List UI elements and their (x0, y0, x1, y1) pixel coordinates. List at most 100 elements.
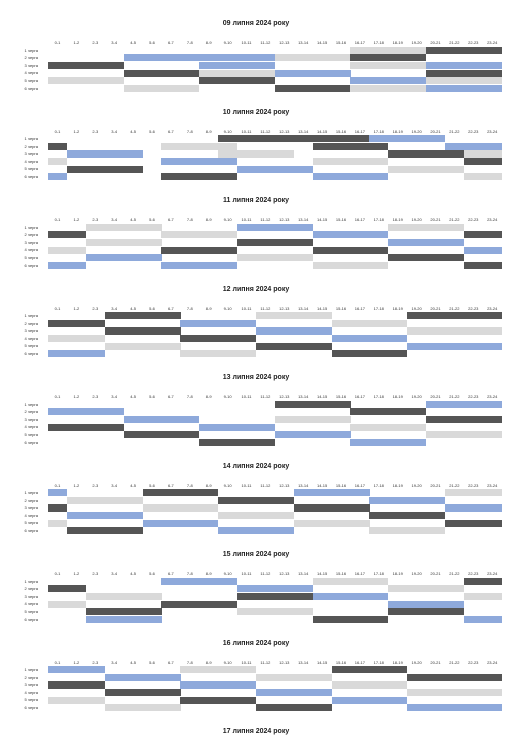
outage-cell-dark (444, 519, 465, 527)
outage-cell-light-grey (350, 46, 370, 54)
queue-label: 4 черга (24, 247, 38, 253)
outage-cell-light-grey (48, 335, 68, 343)
outage-cell-dark (388, 350, 408, 358)
outage-cell-dark (255, 496, 276, 504)
hour-label: 9-10 (223, 659, 232, 665)
queue-label: 5 черга (24, 431, 38, 437)
outage-cell-dark (66, 423, 87, 431)
hour-label: 2-3 (92, 305, 99, 311)
outage-cell-light-grey (274, 254, 294, 262)
outage-cell-blue (104, 512, 124, 520)
hour-label: 18-19 (392, 571, 403, 576)
outage-cell-light-grey (274, 150, 294, 158)
hour-label: 8-9 (205, 482, 212, 488)
hour-label: 12-13 (279, 40, 290, 45)
outage-cell-blue (274, 431, 294, 439)
hour-label: 8-9 (205, 305, 212, 311)
outage-cell-light-grey (482, 150, 502, 158)
outage-cell-light-grey (463, 689, 483, 697)
outage-cell-dark (104, 423, 124, 431)
hour-label: 13-14 (298, 394, 309, 399)
hour-label: 19-20 (411, 659, 422, 665)
outage-cell-dark (123, 431, 143, 439)
outage-cell-blue (218, 319, 238, 327)
outage-cell-blue (123, 673, 143, 681)
outage-cell-light-grey (388, 84, 408, 92)
queue-label: 6 черга (24, 439, 38, 445)
outage-cell-light-grey (312, 519, 332, 527)
outage-cell-dark (444, 254, 465, 262)
hour-label: 14-15 (316, 305, 328, 311)
hour-label: 20-21 (430, 40, 441, 45)
hour-label: 6-7 (168, 394, 174, 399)
outage-cell-dark (237, 696, 257, 704)
hour-label: 0-1 (54, 217, 61, 222)
outage-cell-blue (123, 150, 143, 158)
hour-label: 12-13 (279, 128, 290, 134)
outage-cell-light-grey (426, 527, 446, 535)
outage-cell-light-grey (48, 158, 68, 166)
outage-cell-dark (444, 312, 465, 320)
outage-cell-light-grey (350, 61, 370, 70)
outage-cell-blue (388, 438, 408, 446)
outage-cell-blue (123, 615, 143, 623)
outage-cell-dark (293, 504, 313, 512)
queue-label: 5 черга (24, 608, 38, 614)
outage-cell-blue (369, 77, 389, 85)
outage-cell-blue (274, 223, 294, 231)
outage-cell-dark (123, 312, 143, 320)
hour-label: 6-7 (168, 571, 174, 576)
outage-cell-blue (350, 77, 370, 85)
hour-label: 3-4 (111, 305, 118, 311)
queue-label: 3 черга (24, 151, 38, 157)
outage-cell-blue (293, 327, 313, 335)
hour-label: 22-23 (468, 394, 479, 399)
outage-cell-blue (407, 238, 427, 247)
outage-cell-light-grey (426, 77, 446, 85)
hour-label: 21-22 (449, 217, 460, 222)
outage-cell-light-grey (350, 158, 370, 166)
outage-cell-light-grey (444, 223, 465, 231)
outage-cell-blue (463, 400, 483, 408)
outage-cell-dark (426, 150, 446, 158)
outage-cell-light-grey (407, 223, 427, 231)
outage-cell-light-grey (161, 142, 181, 150)
outage-cell-dark (180, 69, 200, 77)
hour-label: 16-17 (354, 394, 365, 399)
outage-cell-blue (482, 504, 502, 512)
hour-label: 4-5 (130, 128, 136, 134)
outage-cell-blue (48, 489, 68, 497)
outage-cell-light-grey (180, 504, 200, 512)
hour-label: 15-16 (335, 128, 347, 134)
outage-cell-light-grey (444, 689, 465, 697)
outage-cell-blue (482, 246, 502, 254)
outage-cell-blue (255, 223, 276, 231)
outage-cell-blue (407, 496, 427, 504)
hour-label: 8-9 (205, 217, 212, 222)
outage-cell-light-grey (66, 246, 87, 254)
outage-cell-dark (444, 673, 465, 681)
queue-label: 1 черга (24, 136, 38, 141)
hour-label: 9-10 (223, 394, 232, 399)
outage-cell-blue (237, 585, 257, 593)
hour-label: 12-13 (279, 305, 290, 311)
outage-cell-dark (463, 673, 483, 681)
hour-label: 10-11 (241, 659, 252, 665)
outage-cell-blue (274, 585, 294, 593)
outage-cell-blue (237, 54, 257, 62)
outage-cell-light-grey (48, 600, 68, 608)
outage-cell-light-grey (293, 415, 313, 424)
outage-cell-dark (388, 150, 408, 158)
outage-cell-light-grey (104, 223, 124, 231)
outage-cell-light-grey (388, 423, 408, 431)
outage-cell-dark (199, 335, 219, 343)
outage-cell-dark (293, 704, 313, 712)
outage-cell-light-grey (331, 319, 351, 327)
outage-cell-light-grey (123, 592, 143, 601)
outage-cell-light-grey (350, 423, 370, 431)
outage-cell-light-grey (407, 585, 427, 593)
outage-cell-light-grey (388, 681, 408, 689)
outage-cell-light-grey (312, 312, 332, 320)
outage-cell-dark (142, 312, 162, 320)
outage-cell-blue (274, 165, 294, 173)
